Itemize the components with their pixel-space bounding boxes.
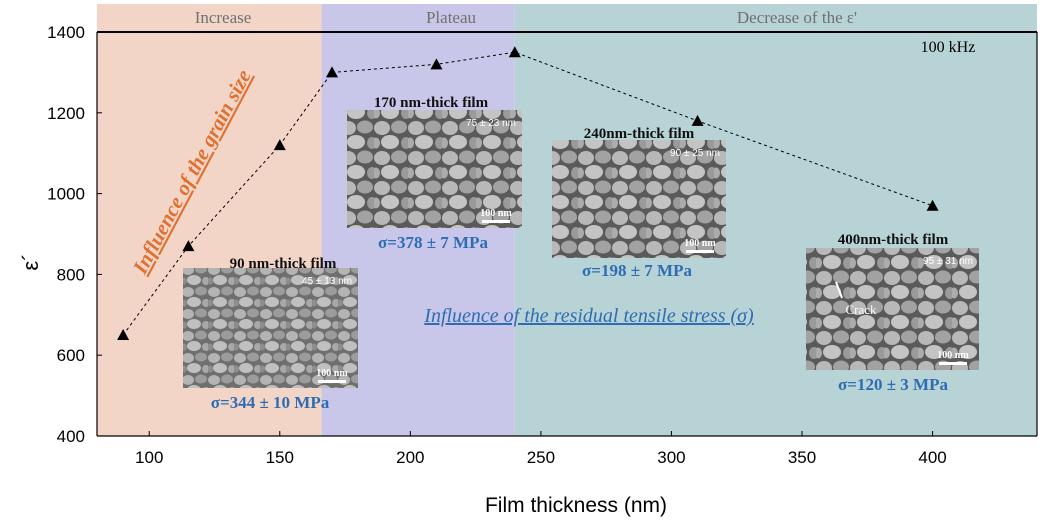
inset-stress-label: σ=198 ± 7 MPa: [582, 261, 692, 280]
inset-stress-label: σ=378 ± 7 MPa: [378, 233, 488, 252]
region-label-decrease: Decrease of the ε': [737, 8, 857, 27]
residual-stress-annotation: Influence of the residual tensile stress…: [423, 305, 754, 327]
data-point: [926, 199, 939, 211]
data-point: [326, 66, 338, 78]
inset-scale-label: 100 nm: [480, 208, 512, 219]
inset-2: 240nm-thick film 90 ± 25 nm 100 nm σ=198 ± …: [552, 126, 726, 280]
data-point: [430, 58, 443, 70]
sem-micrograph-image: [806, 248, 979, 370]
inset-scale-bar: [939, 362, 967, 365]
inset-stress-label: σ=344 ± 10 MPa: [211, 393, 330, 412]
inset-title: 400nm-thick film: [838, 232, 949, 248]
inset-grain-size: 45 ± 13 nm: [302, 276, 352, 287]
inset-grain-size: 75 ± 23 nm: [466, 118, 516, 129]
y-axis-title: ε´: [18, 253, 43, 270]
y-tick-label: 1400: [47, 23, 85, 42]
inset-crack-label: Crack: [845, 302, 877, 317]
region-label-increase: Increase: [195, 8, 252, 27]
inset-grain-size: 95 ± 31 nm: [923, 256, 973, 267]
inset-grain-size: 90 ± 25 nm: [670, 148, 720, 159]
inset-scale-bar: [318, 380, 346, 383]
inset-scale-label: 100 nm: [316, 368, 348, 379]
sem-micrograph-image: [183, 268, 358, 388]
inset-scale-label: 100 nm: [937, 350, 969, 361]
y-tick-label: 800: [57, 265, 85, 284]
sem-micrograph-image: [347, 110, 522, 228]
sem-micrograph-image: [552, 140, 726, 258]
data-point: [691, 114, 704, 126]
x-tick-label: 150: [266, 448, 294, 467]
y-tick-label: 1200: [47, 104, 85, 123]
data-point: [273, 139, 286, 151]
data-point: [508, 46, 521, 58]
series-line-0: [122, 51, 933, 336]
inset-title: 170 nm-thick film: [374, 95, 489, 111]
inset-stress-label: σ=120 ± 3 MPa: [838, 375, 948, 394]
x-tick-label: 350: [788, 448, 816, 467]
y-tick-label: 400: [57, 427, 85, 446]
y-tick-label: 600: [57, 346, 85, 365]
inset-scale-bar: [482, 220, 510, 223]
frequency-label: 100 kHz: [921, 39, 976, 56]
inset-1: 170 nm-thick film 75 ± 23 nm 100 nm σ=378 ±…: [347, 95, 522, 252]
x-tick-label: 100: [135, 448, 163, 467]
inset-3: 400nm-thick film 95 ± 31 nm 100 nm Crack σ=1…: [806, 232, 979, 394]
region-label-plateau: Plateau: [426, 8, 477, 27]
data-point: [117, 329, 130, 340]
y-tick-label: 1000: [47, 185, 85, 204]
crack-arrow-icon: [835, 281, 843, 299]
x-axis-title: Film thickness (nm): [485, 494, 667, 517]
x-tick-label: 200: [396, 448, 424, 467]
x-tick-label: 300: [657, 448, 685, 467]
x-tick-label: 250: [527, 448, 555, 467]
inset-scale-bar: [686, 250, 714, 253]
x-tick-label: 400: [918, 448, 946, 467]
data-point: [182, 240, 195, 252]
inset-title: 240nm-thick film: [584, 126, 695, 142]
inset-scale-label: 100 nm: [684, 238, 716, 249]
